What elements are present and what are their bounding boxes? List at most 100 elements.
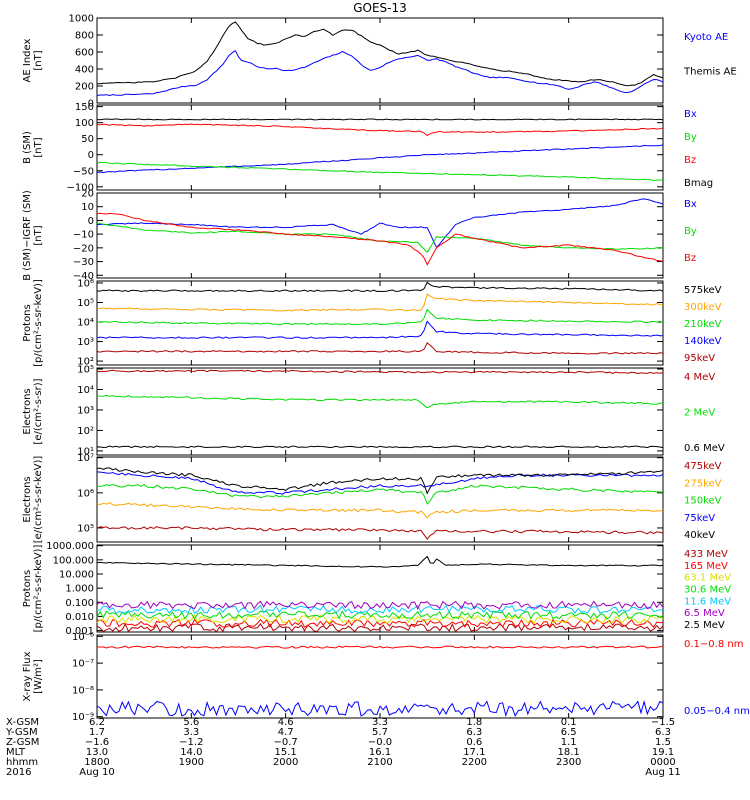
y-tick-label: 0.100 xyxy=(65,598,94,609)
y-tick-label: −40 xyxy=(73,271,94,282)
y-tick-label: 10⁻⁸ xyxy=(72,685,94,696)
series-line-themis-ae xyxy=(96,21,664,87)
y-tick-label: 10¹ xyxy=(77,446,94,457)
x-axis-value: 1800 xyxy=(84,757,109,768)
y-tick-label: 10³ xyxy=(77,405,94,416)
legend-label: 63.1 MeV xyxy=(684,573,731,584)
x-axis-value: 6.2 xyxy=(89,717,105,728)
y-axis-label: [nT] xyxy=(33,137,44,157)
x-axis-value: 2000 xyxy=(273,757,298,768)
y-tick-label: 10² xyxy=(77,357,94,368)
y-tick-label: 0.010 xyxy=(65,612,94,623)
x-axis-row-label: Z-GSM xyxy=(6,737,39,748)
series-line-210kev xyxy=(96,308,664,326)
y-axis-label: [nT] xyxy=(33,50,44,70)
y-tick-label: 1.000 xyxy=(65,584,94,595)
y-tick-label: 10⁵ xyxy=(77,365,94,376)
x-axis-row-label: hhmm xyxy=(6,757,38,768)
panel-frame xyxy=(96,367,664,456)
x-axis-row-label: 2016 xyxy=(6,767,31,778)
x-axis-value: −1.6 xyxy=(85,737,109,748)
x-axis-value: −0.7 xyxy=(274,737,298,748)
y-axis-label: [nT] xyxy=(33,225,44,245)
y-tick-label: 800 xyxy=(75,31,94,42)
legend-label: Bmag xyxy=(684,178,713,189)
x-axis-value: 19.1 xyxy=(652,747,674,758)
x-axis-value: 0000 xyxy=(650,757,675,768)
y-axis-label: Electrons xyxy=(22,476,33,522)
series-line-6-5-mev xyxy=(96,600,664,610)
y-axis-label: X-ray Flux xyxy=(22,651,33,701)
x-axis-value: 1.1 xyxy=(561,737,577,748)
y-axis-label: [p/(cm²-s-sr-keV)] xyxy=(33,545,44,633)
series-line-by xyxy=(96,161,664,182)
legend-label: 2.5 MeV xyxy=(684,620,725,631)
legend-label: Bx xyxy=(684,199,697,210)
series-line-475kev xyxy=(96,526,664,540)
panel-6: 10⁵ 10⁶ 10⁷ Electrons [e/(cm²-s-sr-keV)] 475k… xyxy=(22,453,722,543)
panel-1: 0 200 400 600 800 1000 AE Index [nT] Kyoto AE The… xyxy=(22,14,737,110)
y-tick-label: 10⁻⁹ xyxy=(72,712,94,723)
series-line-300kev xyxy=(96,293,664,312)
legend-label: 11.6 MeV xyxy=(684,596,731,607)
legend-label: 275keV xyxy=(684,478,722,489)
y-tick-label: −30 xyxy=(73,257,94,268)
series-line-165-mev xyxy=(96,618,664,629)
series-line-4-mev xyxy=(96,369,664,375)
series-line-30-6-mev xyxy=(96,609,664,620)
series-line-75kev xyxy=(96,471,664,495)
legend-label: 0.1−0.8 nm xyxy=(684,639,743,650)
legend-label: 140keV xyxy=(684,336,722,347)
legend-label: 575keV xyxy=(684,285,722,296)
panel-4: 10² 10³ 10⁴ 10⁵ 10⁶ Protons [p/(cm²-s-sr-keV)]… xyxy=(22,278,722,367)
panel-5: 10¹ 10² 10³ 10⁴ 10⁵ Electrons [e/(cm²-s-sr)] 4 … xyxy=(22,365,725,458)
panel-2: −100 −50 0 50 100 150 B (SM) [nT] Bx By Bz Bmag xyxy=(22,102,713,193)
y-tick-label: −10 xyxy=(73,230,94,241)
legend-label: Themis AE xyxy=(683,67,737,78)
y-tick-label: 1000 xyxy=(69,14,94,25)
y-tick-label: 0 xyxy=(88,216,94,227)
series-line-63-1-mev xyxy=(96,614,664,624)
y-tick-label: 10⁶ xyxy=(77,278,94,289)
x-axis-value: 15.1 xyxy=(275,747,297,758)
legend-label: 300keV xyxy=(684,302,722,313)
series-line-kyoto-ae xyxy=(96,49,664,97)
y-tick-label: 1000.000 xyxy=(46,541,94,552)
y-tick-label: 10⁻⁷ xyxy=(72,659,94,670)
y-axis-label: AE Index xyxy=(22,38,33,82)
legend-label: 150keV xyxy=(684,496,722,507)
y-tick-label: −100 xyxy=(67,182,94,193)
legend-label: 210keV xyxy=(684,319,722,330)
series-line-11-6-mev xyxy=(96,604,664,615)
x-axis-value: 5.6 xyxy=(183,717,199,728)
legend-label: Bz xyxy=(684,253,696,264)
y-tick-label: 10⁷ xyxy=(77,453,94,464)
x-axis-row-label: MLT xyxy=(6,747,26,758)
y-axis-label: [W/m²] xyxy=(33,659,44,694)
series-line-275kev xyxy=(96,502,664,519)
x-axis-value: −1.5 xyxy=(651,717,675,728)
y-tick-label: 100 xyxy=(75,118,94,129)
x-axis-value: 1.7 xyxy=(89,727,105,738)
legend-label: By xyxy=(684,132,697,143)
y-axis-label: [e/(cm²-s-sr-keV)] xyxy=(33,456,44,544)
legend-label: 2 MeV xyxy=(684,408,715,419)
x-axis-value: 4.6 xyxy=(278,717,294,728)
series-line-0-1-0-8-nm xyxy=(97,645,664,649)
series-line-0-6-mev xyxy=(96,445,664,449)
plot-title: GOES-13 xyxy=(353,1,407,15)
panel-frame xyxy=(96,17,664,104)
x-axis-value: 14.0 xyxy=(180,747,202,758)
panel-frame xyxy=(96,192,664,279)
series-line-bx xyxy=(96,144,664,174)
legend-label: By xyxy=(684,226,697,237)
x-axis-value: 2200 xyxy=(462,757,487,768)
x-axis-row-label: X-GSM xyxy=(6,717,39,728)
y-axis-label: B (SM) xyxy=(22,131,33,164)
x-axis-value: 6.3 xyxy=(466,727,482,738)
legend-label: 30.6 MeV xyxy=(684,585,731,596)
legend-label: 165 MeV xyxy=(684,561,728,572)
series-line-95kev xyxy=(96,342,664,355)
legend-label: 475keV xyxy=(684,461,722,472)
